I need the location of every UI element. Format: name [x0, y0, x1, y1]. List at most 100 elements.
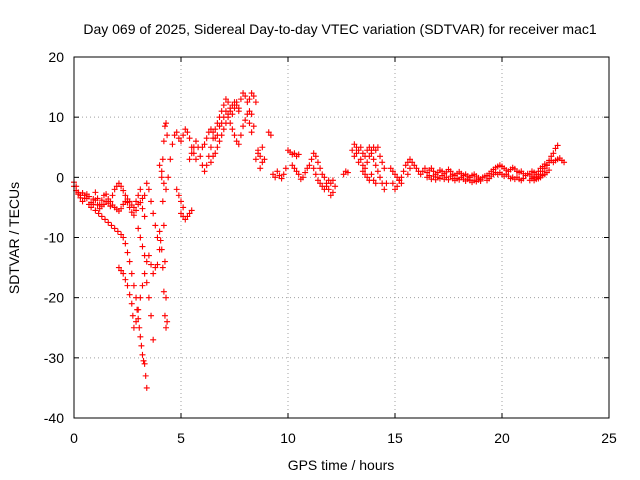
data-point — [122, 192, 129, 199]
data-point — [182, 126, 189, 133]
data-point — [364, 174, 371, 181]
data-point — [145, 186, 152, 193]
data-point — [143, 384, 150, 391]
data-point — [327, 180, 334, 187]
y-tick-label: -30 — [44, 350, 64, 366]
data-point — [381, 186, 388, 193]
data-point — [428, 165, 435, 172]
data-point — [231, 132, 238, 139]
data-point — [118, 183, 125, 190]
data-point — [329, 189, 336, 196]
data-point — [122, 240, 129, 247]
data-point — [304, 165, 311, 172]
data-point — [133, 198, 140, 205]
data-point — [138, 342, 145, 349]
data-point — [159, 264, 166, 271]
data-point — [92, 189, 99, 196]
data-point — [158, 174, 165, 181]
data-point — [139, 243, 146, 250]
data-point — [167, 156, 174, 163]
data-point — [111, 225, 118, 232]
data-point — [246, 108, 253, 115]
data-point — [383, 180, 390, 187]
data-point — [327, 192, 334, 199]
data-point — [137, 333, 144, 340]
data-point — [139, 282, 146, 289]
data-point — [280, 171, 287, 178]
data-point — [140, 357, 147, 364]
data-point — [257, 153, 264, 160]
data-point — [295, 171, 302, 178]
data-point — [372, 180, 379, 187]
data-point — [201, 168, 208, 175]
data-point — [235, 108, 242, 115]
data-point — [314, 159, 321, 166]
data-point — [394, 183, 401, 190]
data-point — [340, 171, 347, 178]
data-point — [240, 123, 247, 130]
data-point — [126, 258, 133, 265]
data-point — [115, 180, 122, 187]
data-point — [148, 198, 155, 205]
data-point — [244, 99, 251, 106]
data-point — [92, 197, 99, 204]
data-point — [220, 102, 227, 109]
data-point — [199, 144, 206, 151]
data-point — [289, 162, 296, 169]
data-point — [229, 126, 236, 133]
data-point — [120, 187, 127, 194]
data-point — [188, 150, 195, 157]
data-point — [120, 234, 127, 241]
data-point — [357, 156, 364, 163]
data-point — [396, 177, 403, 184]
data-point — [445, 176, 452, 183]
data-point — [372, 147, 379, 154]
data-point — [156, 228, 163, 235]
data-point — [145, 294, 152, 301]
data-point — [173, 129, 180, 136]
data-point — [421, 165, 428, 172]
data-point — [152, 264, 159, 271]
data-point — [362, 153, 369, 160]
data-point — [291, 165, 298, 172]
x-tick-label: 10 — [280, 430, 296, 446]
data-point — [133, 207, 140, 214]
data-point — [114, 228, 121, 235]
data-point — [398, 180, 405, 187]
x-tick-label: 15 — [387, 430, 403, 446]
data-point — [259, 144, 266, 151]
data-point — [135, 192, 142, 199]
data-point — [120, 270, 127, 277]
data-point — [312, 171, 319, 178]
data-point — [88, 204, 95, 211]
data-point — [543, 162, 550, 169]
data-point — [546, 157, 553, 164]
data-point — [124, 282, 131, 289]
data-point — [242, 93, 249, 100]
data-point — [381, 165, 388, 172]
data-point — [203, 135, 210, 142]
data-point — [344, 169, 351, 176]
data-point — [368, 171, 375, 178]
data-point — [317, 165, 324, 172]
data-point — [95, 210, 102, 217]
data-point — [233, 138, 240, 145]
data-point — [173, 186, 180, 193]
data-point — [270, 171, 277, 178]
data-point — [137, 234, 144, 241]
data-point — [222, 120, 229, 127]
data-point — [248, 129, 255, 136]
data-point — [154, 261, 161, 268]
data-point — [118, 267, 125, 274]
data-point — [220, 126, 227, 133]
y-axis-label: SDTVAR / TECUs — [6, 182, 22, 294]
data-point — [261, 156, 268, 163]
data-point — [180, 204, 187, 211]
data-point — [392, 186, 398, 193]
data-point — [222, 96, 229, 103]
data-point — [227, 108, 234, 115]
data-point — [411, 162, 418, 169]
data-point — [171, 132, 178, 139]
y-tick-label: -20 — [44, 290, 64, 306]
